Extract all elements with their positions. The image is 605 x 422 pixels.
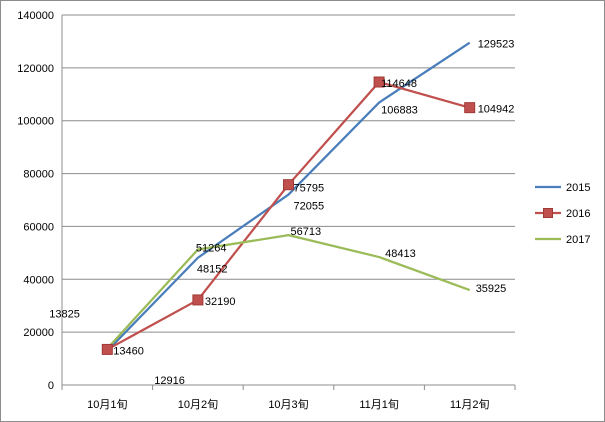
x-tick-label: 10月1旬: [87, 398, 127, 411]
data-label-2017: 35925: [476, 283, 507, 295]
legend-marker-2016: [543, 208, 553, 218]
legend-label-2016: 2016: [566, 208, 590, 220]
y-tick-label: 20000: [23, 327, 54, 339]
data-point-2016: [192, 294, 204, 306]
data-label-2016: 114648: [381, 78, 417, 90]
data-point-2016: [464, 102, 476, 114]
series-line-2017: [106, 233, 471, 350]
x-tick-label: 10月2旬: [178, 398, 218, 411]
data-label-2015: 12916: [154, 375, 185, 387]
series-line-2015: [106, 41, 471, 352]
y-tick-label: 140000: [17, 10, 54, 22]
data-point-2016: [101, 343, 113, 355]
y-tick-label: 0: [48, 380, 54, 392]
y-tick-label: 40000: [23, 274, 54, 286]
data-label-2016: 75795: [294, 183, 325, 195]
data-label-2017: 51264: [196, 243, 227, 255]
data-label-2015: 48152: [197, 264, 228, 276]
data-label-2016: 13460: [113, 345, 144, 357]
legend-label-2017: 2017: [566, 234, 590, 246]
x-tick-label: 10月3旬: [268, 398, 308, 411]
data-label-2015: 72055: [294, 201, 325, 213]
y-tick-label: 100000: [17, 116, 54, 128]
legend-label-2015: 2015: [566, 182, 590, 194]
series-line-2016: [106, 80, 471, 351]
data-label-2015: 106883: [381, 105, 418, 117]
x-tick-label: 11月1旬: [359, 398, 399, 411]
data-point-2016: [283, 179, 294, 191]
y-tick-label: 80000: [23, 169, 54, 181]
x-tick-label: 11月2旬: [450, 398, 490, 411]
data-label-2017: 56713: [291, 226, 322, 238]
data-label-2016: 104942: [478, 104, 515, 116]
data-label-2016: 32190: [205, 296, 236, 308]
data-point-2016: [373, 76, 385, 88]
data-label-2017: 13825: [49, 308, 80, 320]
y-tick-label: 120000: [17, 63, 54, 75]
data-label-2017: 48413: [385, 248, 416, 260]
y-tick-label: 60000: [23, 221, 54, 233]
data-label-2015: 129523: [478, 39, 515, 51]
